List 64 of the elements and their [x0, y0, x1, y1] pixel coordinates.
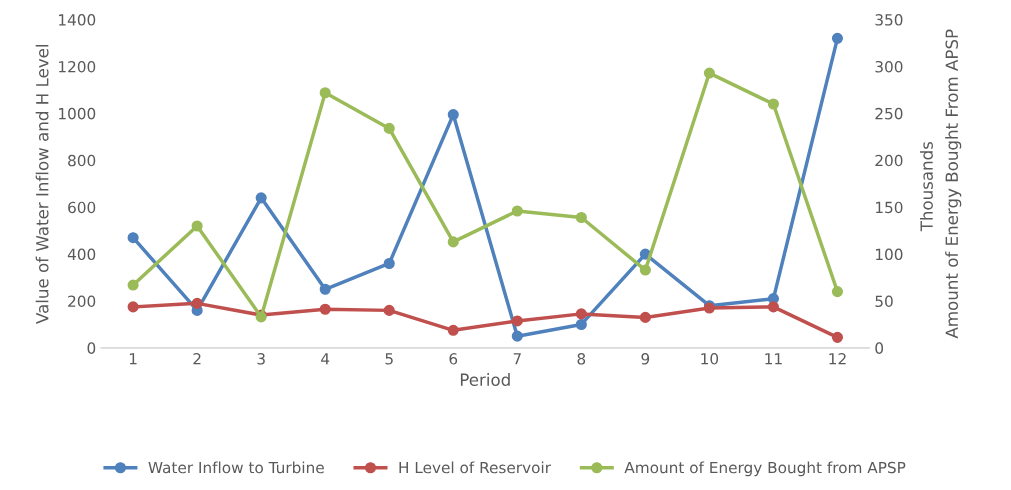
- point: [767, 301, 779, 313]
- y-tick-label: 400: [67, 248, 96, 261]
- x-tick-label: 1: [129, 353, 137, 365]
- point: [383, 304, 395, 316]
- point: [319, 303, 331, 315]
- point: [511, 205, 523, 217]
- x-tick-label: 6: [449, 353, 458, 365]
- x-tick-label: 12: [829, 353, 846, 365]
- point: [511, 315, 523, 327]
- point: [319, 87, 331, 99]
- text: Thousands: [920, 141, 933, 232]
- y2-tick-label: 50: [875, 295, 893, 308]
- y-tick-label: 1200: [59, 60, 96, 73]
- point: [383, 257, 395, 270]
- point: [255, 192, 267, 204]
- x-tick-label: 8: [577, 353, 586, 365]
- y-tick-label: 1000: [59, 107, 96, 120]
- point: [831, 286, 844, 298]
- point: [127, 301, 139, 313]
- x-tick-label: 3: [257, 353, 265, 365]
- legend-label: Water Inflow to Turbine: [148, 461, 324, 474]
- x-tick-label: 7: [513, 353, 521, 365]
- x-tick-label: 5: [385, 353, 393, 365]
- x-tick-label: 10: [701, 353, 719, 365]
- y-tick-label: 1400: [59, 14, 96, 26]
- y-tick-label: 200: [68, 295, 96, 308]
- point: [575, 211, 587, 224]
- point: [831, 331, 844, 343]
- x-tick-label: 9: [641, 353, 650, 365]
- y2-tick-label: 250: [875, 107, 903, 120]
- point: [639, 311, 651, 323]
- y2-tick-label: 300: [875, 60, 903, 73]
- y-axis-title: Value of Water Inflow and H Level: [35, 45, 49, 324]
- x-tick-label: 11: [765, 353, 782, 365]
- x-tick-label: 4: [321, 353, 330, 365]
- point: [447, 236, 459, 248]
- point: [319, 283, 331, 295]
- y-tick-label: 800: [68, 154, 96, 167]
- y2-tick-label: 350: [875, 14, 903, 26]
- point: [383, 122, 395, 134]
- point: [703, 67, 715, 79]
- y2-axis-title: Amount of Energy Bought From APSP: [945, 29, 962, 339]
- point: [767, 98, 779, 110]
- y2-tick-label: 200: [875, 154, 903, 167]
- point: [127, 232, 139, 244]
- point: [511, 330, 523, 342]
- x-axis-title: Period: [460, 373, 510, 386]
- point: [447, 324, 459, 336]
- y2-tick-label: 0: [875, 342, 884, 354]
- y-tick-label: 600: [68, 201, 96, 214]
- point: [127, 279, 139, 291]
- y-tick-label: 0: [87, 342, 96, 354]
- point: [191, 220, 203, 232]
- point: [191, 297, 203, 309]
- y2-tick-label: 150: [876, 201, 903, 214]
- point: [639, 264, 651, 276]
- y2-tick-label: 100: [876, 248, 903, 261]
- legend-label: Amount of Energy Bought from APSP: [624, 461, 906, 477]
- legend-label: H Level of Reservoir: [399, 461, 551, 474]
- point: [575, 308, 587, 320]
- x-tick-label: 2: [193, 353, 201, 365]
- point: [447, 109, 459, 121]
- point: [575, 318, 587, 331]
- point: [831, 32, 844, 44]
